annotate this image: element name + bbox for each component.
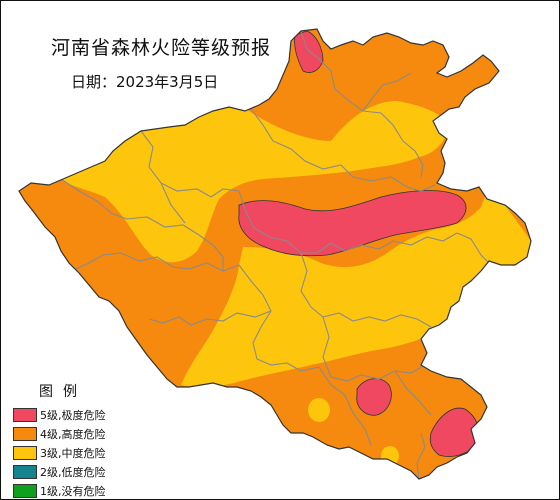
legend-title: 图例: [39, 384, 87, 400]
risk-areas-level3: [61, 101, 531, 466]
legend-item-level4: 4级,高度危险: [13, 425, 143, 443]
legend-swatch-level5: [13, 408, 37, 422]
map-title: 河南省森林火险等级预报: [51, 37, 272, 59]
legend-label-level5: 5级,极度危险: [40, 409, 106, 422]
forecast-date: 日期：2023年3月5日: [71, 73, 219, 91]
legend-swatch-level2: [13, 465, 37, 479]
legend-swatch-level1: [13, 484, 37, 498]
legend-label-level2: 2级,低度危险: [40, 466, 106, 479]
legend-swatch-level3: [13, 446, 37, 460]
prefecture-boundaries: [60, 30, 490, 479]
legend: 图例 5级,极度危险 4级,高度危险 3级,中度危险 2级,低度危险 1级,没有…: [13, 381, 143, 499]
legend-label-level1: 1级,没有危险: [40, 485, 106, 498]
legend-label-level4: 4级,高度危险: [40, 428, 106, 441]
legend-label-level3: 3级,中度危险: [40, 447, 106, 460]
risk-areas-level5: [238, 30, 479, 457]
legend-item-level1: 1级,没有危险: [13, 482, 143, 499]
legend-item-level5: 5级,极度危险: [13, 406, 143, 424]
legend-swatch-level4: [13, 427, 37, 441]
legend-item-level2: 2级,低度危险: [13, 463, 143, 481]
legend-item-level3: 3级,中度危险: [13, 444, 143, 462]
